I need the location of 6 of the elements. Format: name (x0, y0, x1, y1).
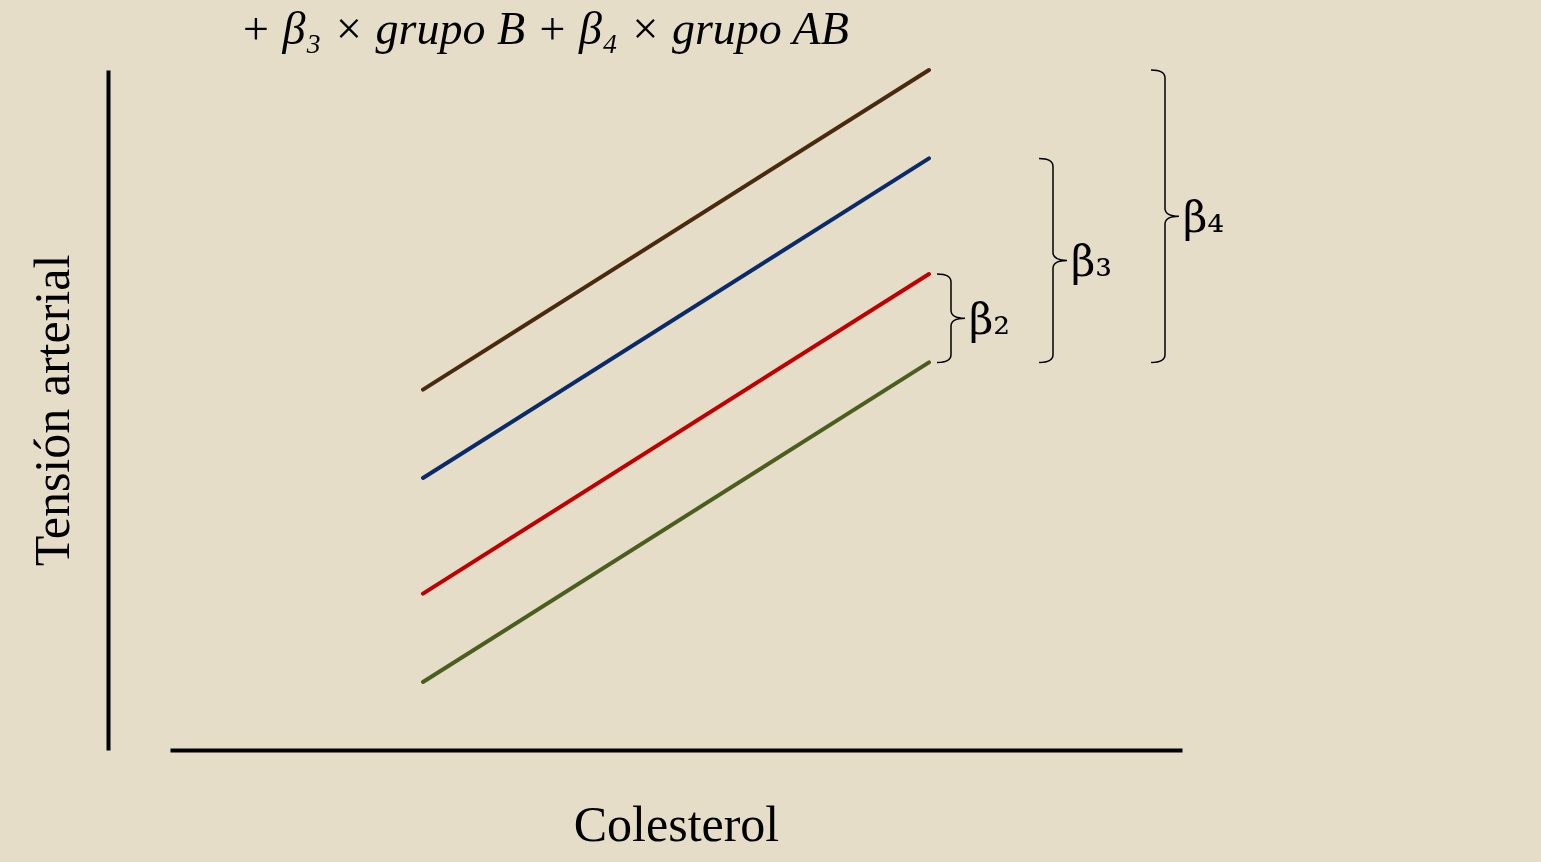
annotation: β₃ (1071, 237, 1113, 287)
x-axis-title: Colesterol (573, 795, 780, 852)
annotation: β₂ (969, 295, 1011, 345)
text: β₄ (1183, 193, 1225, 243)
y-axis-title: Tensión arterial (23, 254, 80, 567)
chart-title: + β₃ × grupo B + β₄ × grupo AB (240, 2, 849, 55)
